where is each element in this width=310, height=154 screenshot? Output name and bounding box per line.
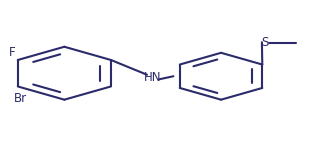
Text: HN: HN bbox=[144, 71, 161, 84]
Text: Br: Br bbox=[14, 92, 28, 105]
Text: F: F bbox=[9, 46, 16, 59]
Text: S: S bbox=[261, 36, 269, 49]
